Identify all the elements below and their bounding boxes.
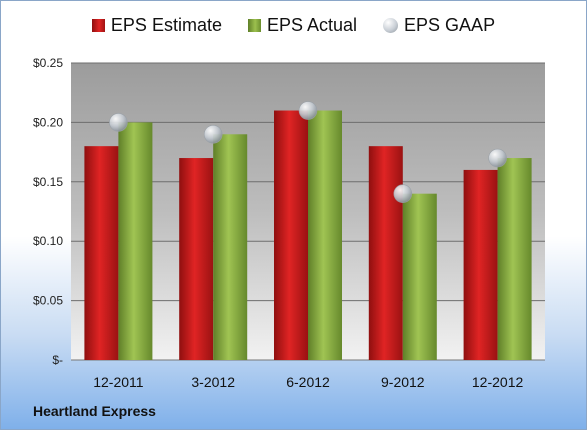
x-tick-label: 3-2012 <box>191 374 235 390</box>
point-eps-gaap <box>109 113 128 132</box>
point-eps-gaap <box>393 184 413 203</box>
company-name: Heartland Express <box>33 403 156 419</box>
bar-eps-actual <box>402 193 437 360</box>
y-tick-label: $0.05 <box>33 294 63 308</box>
point-eps-gaap <box>203 124 223 144</box>
bar-eps-estimate <box>463 169 498 360</box>
gaap-points <box>109 101 507 203</box>
legend-swatch-actual <box>247 19 261 32</box>
y-tick-label: $- <box>52 353 63 367</box>
point-eps-gaap <box>298 101 318 120</box>
x-axis-ticks: 12-2011 3-2012 6-2012 9-2012 12-2012 <box>93 374 523 390</box>
x-tick-label: 6-2012 <box>286 374 330 390</box>
bar-eps-actual <box>118 122 153 361</box>
x-tick-label: 9-2012 <box>381 374 425 390</box>
legend-swatch-estimate <box>91 19 105 32</box>
legend-item-gaap: EPS GAAP <box>383 15 495 36</box>
y-tick-label: $0.25 <box>33 56 63 70</box>
bar-eps-actual <box>497 158 532 360</box>
y-tick-label: $0.20 <box>33 115 63 129</box>
bar-eps-estimate <box>179 158 214 360</box>
y-tick-label: $0.10 <box>33 234 63 248</box>
y-axis-ticks: $- $0.05 $0.10 $0.15 $0.20 $0.25 <box>33 56 63 367</box>
legend-item-estimate: EPS Estimate <box>91 15 222 36</box>
point-eps-gaap <box>488 148 507 168</box>
legend-label-gaap: EPS GAAP <box>404 15 496 35</box>
legend-swatch-gaap <box>383 18 399 33</box>
x-tick-label: 12-2011 <box>93 374 144 390</box>
bar-eps-estimate <box>368 146 403 360</box>
y-tick-label: $0.15 <box>33 175 63 189</box>
bar-eps-actual <box>308 110 342 361</box>
bars <box>84 110 532 361</box>
legend-item-actual: EPS Actual <box>247 15 358 36</box>
legend-label-estimate: EPS Estimate <box>110 15 222 35</box>
bar-eps-estimate <box>84 146 119 360</box>
x-tick-label: 12-2012 <box>472 374 524 390</box>
bar-eps-actual <box>213 134 248 360</box>
bar-eps-estimate <box>274 110 308 361</box>
legend: EPS Estimate EPS Actual EPS GAAP <box>1 15 586 36</box>
legend-label-actual: EPS Actual <box>266 15 358 35</box>
